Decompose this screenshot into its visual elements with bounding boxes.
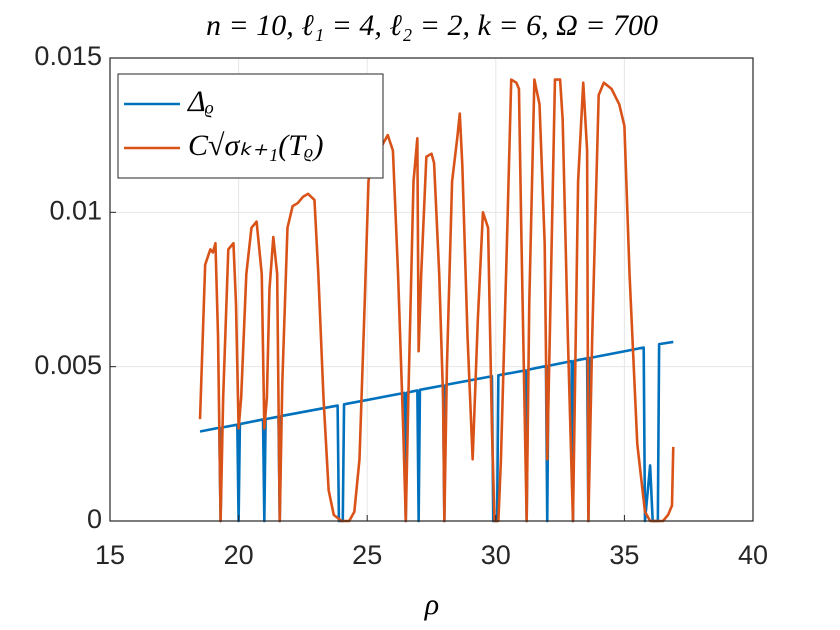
- x-tick-label: 35: [609, 540, 639, 570]
- legend-label: Δᵨ: [187, 85, 214, 118]
- chart-title: n = 10, ℓ₁ = 4, ℓ₂ = 2, k = 6, Ω = 700: [206, 9, 658, 42]
- line-series: [198, 78, 675, 523]
- x-axis-label: ρ: [424, 588, 439, 621]
- x-tick-label: 30: [481, 540, 511, 570]
- legend-label: C√σₖ₊₁(Tᵨ): [188, 129, 324, 162]
- x-tick-label: 20: [224, 540, 254, 570]
- axes-box: [109, 57, 754, 522]
- y-tick-label: 0.005: [34, 350, 102, 380]
- legend-box: [117, 73, 384, 179]
- x-tick-label: 25: [352, 540, 382, 570]
- x-tick-label: 15: [95, 540, 125, 570]
- y-tick-label: 0: [87, 504, 102, 534]
- x-tick-label: 40: [738, 540, 768, 570]
- y-tick-label: 0.015: [34, 41, 102, 71]
- y-tick-label: 0.01: [49, 195, 102, 225]
